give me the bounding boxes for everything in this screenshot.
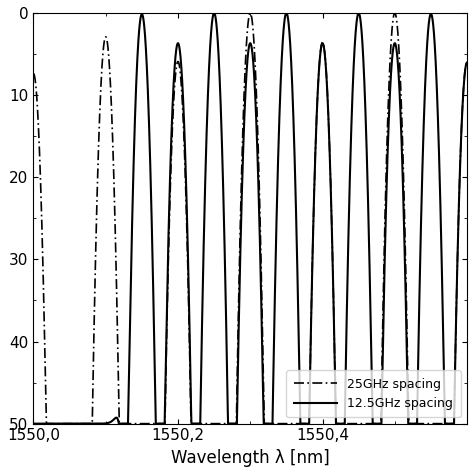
X-axis label: Wavelength λ [nm]: Wavelength λ [nm] xyxy=(171,449,329,467)
12.5GHz spacing xyxy=(260,378,266,384)
12.5GHz spacing xyxy=(303,421,309,427)
12.5GHz spacing xyxy=(266,421,272,427)
12.5GHz spacing xyxy=(146,131,152,137)
25GHz spacing xyxy=(54,421,60,427)
25GHz spacing xyxy=(260,352,266,358)
Legend: 25GHz spacing, 12.5GHz spacing: 25GHz spacing, 12.5GHz spacing xyxy=(286,370,461,418)
Line: 12.5GHz spacing: 12.5GHz spacing xyxy=(34,13,474,424)
25GHz spacing xyxy=(97,105,103,110)
25GHz spacing xyxy=(44,421,49,427)
12.5GHz spacing xyxy=(356,10,362,16)
25GHz spacing xyxy=(247,10,253,16)
25GHz spacing xyxy=(31,71,36,76)
12.5GHz spacing xyxy=(54,421,60,427)
12.5GHz spacing xyxy=(97,421,103,427)
12.5GHz spacing xyxy=(31,421,36,427)
25GHz spacing xyxy=(146,421,152,427)
Line: 25GHz spacing: 25GHz spacing xyxy=(34,13,474,424)
25GHz spacing xyxy=(303,421,309,427)
25GHz spacing xyxy=(266,421,272,427)
